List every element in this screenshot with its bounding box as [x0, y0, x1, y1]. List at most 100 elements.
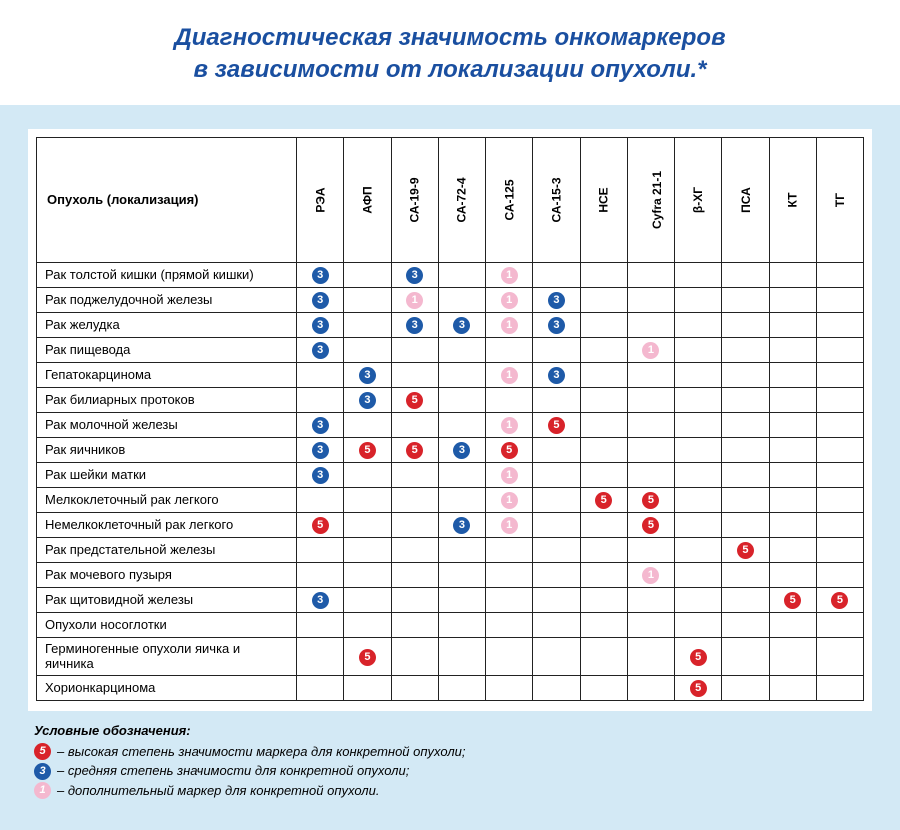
data-cell [344, 262, 391, 287]
row-label: Рак предстательной железы [37, 537, 297, 562]
medium-marker-icon: 3 [312, 342, 329, 359]
data-cell [769, 262, 816, 287]
data-cell [486, 562, 533, 587]
data-cell [769, 487, 816, 512]
medium-marker-icon: 3 [312, 317, 329, 334]
data-cell: 1 [486, 312, 533, 337]
data-cell [675, 312, 722, 337]
data-cell: 3 [297, 287, 344, 312]
data-cell [533, 262, 580, 287]
col-header-label: КТ [786, 192, 800, 207]
row-label: Гепатокарцинома [37, 362, 297, 387]
data-cell [722, 437, 769, 462]
data-cell [675, 612, 722, 637]
data-cell: 5 [816, 587, 863, 612]
row-header-cell: Опухоль (локализация) [37, 137, 297, 262]
data-cell [391, 512, 438, 537]
table-row: Рак мочевого пузыря1 [37, 562, 864, 587]
high-marker-icon: 5 [548, 417, 565, 434]
data-cell [344, 562, 391, 587]
data-cell [675, 362, 722, 387]
col-header-label: АФП [360, 186, 374, 213]
data-cell [722, 562, 769, 587]
row-label: Опухоли носоглотки [37, 612, 297, 637]
data-cell [722, 462, 769, 487]
legend-text: – высокая степень значимости маркера для… [57, 742, 466, 762]
data-cell [816, 512, 863, 537]
data-cell [627, 462, 674, 487]
data-cell: 3 [297, 587, 344, 612]
data-cell [675, 537, 722, 562]
data-cell [816, 675, 863, 700]
data-cell: 3 [297, 412, 344, 437]
data-cell: 3 [438, 512, 485, 537]
data-cell [438, 562, 485, 587]
medium-marker-icon: 3 [548, 292, 565, 309]
data-cell [722, 412, 769, 437]
col-header: СА-72-4 [438, 137, 485, 262]
data-cell: 3 [391, 312, 438, 337]
data-cell [816, 387, 863, 412]
marker-table: Опухоль (локализация) РЭААФПСА-19-9СА-72… [36, 137, 864, 701]
data-cell: 1 [391, 287, 438, 312]
data-cell [391, 612, 438, 637]
data-cell [580, 312, 627, 337]
data-cell [486, 337, 533, 362]
data-cell [769, 462, 816, 487]
data-cell [722, 387, 769, 412]
data-cell [297, 675, 344, 700]
data-cell [438, 337, 485, 362]
data-cell [486, 537, 533, 562]
legend-text: – дополнительный маркер для конкретной о… [57, 781, 379, 801]
col-header-label: ПСА [738, 187, 752, 213]
data-cell [438, 537, 485, 562]
high-marker-icon: 5 [642, 517, 659, 534]
data-cell [438, 587, 485, 612]
data-cell [486, 637, 533, 675]
col-header-label: СА-72-4 [455, 177, 469, 222]
data-cell [580, 537, 627, 562]
data-cell [816, 637, 863, 675]
data-cell [391, 637, 438, 675]
row-label: Немелкоклеточный рак легкого [37, 512, 297, 537]
data-cell [722, 337, 769, 362]
data-cell [627, 387, 674, 412]
data-cell [533, 512, 580, 537]
medium-marker-icon: 3 [548, 317, 565, 334]
legend-row: 3 – средняя степень значимости для конкр… [34, 761, 866, 781]
data-cell [627, 362, 674, 387]
legend-title: Условные обозначения: [34, 723, 866, 738]
data-cell: 3 [533, 362, 580, 387]
table-row: Рак молочной железы315 [37, 412, 864, 437]
data-cell [722, 362, 769, 387]
medium-marker-icon: 3 [453, 517, 470, 534]
data-cell: 1 [486, 362, 533, 387]
data-cell [438, 487, 485, 512]
row-label: Рак толстой кишки (прямой кишки) [37, 262, 297, 287]
data-cell [533, 675, 580, 700]
tbody: Рак толстой кишки (прямой кишки)331Рак п… [37, 262, 864, 700]
data-cell [769, 412, 816, 437]
data-cell [533, 462, 580, 487]
medium-marker-icon: 3 [312, 292, 329, 309]
table-row: Рак шейки матки31 [37, 462, 864, 487]
data-cell [580, 612, 627, 637]
data-cell [580, 362, 627, 387]
title-line-1: Диагностическая значимость онкомаркеров [40, 22, 860, 54]
data-cell [344, 537, 391, 562]
extra-marker-icon: 1 [501, 292, 518, 309]
data-cell [627, 675, 674, 700]
high-marker-icon: 5 [690, 649, 707, 666]
data-cell [580, 562, 627, 587]
data-cell: 3 [533, 287, 580, 312]
col-header: Cyfra 21-1 [627, 137, 674, 262]
data-cell: 5 [675, 637, 722, 675]
data-cell [533, 387, 580, 412]
data-cell [816, 262, 863, 287]
extra-marker-icon: 1 [501, 467, 518, 484]
data-cell [722, 287, 769, 312]
medium-marker-icon: 3 [312, 417, 329, 434]
row-label: Рак яичников [37, 437, 297, 462]
data-cell [816, 312, 863, 337]
data-cell [391, 675, 438, 700]
